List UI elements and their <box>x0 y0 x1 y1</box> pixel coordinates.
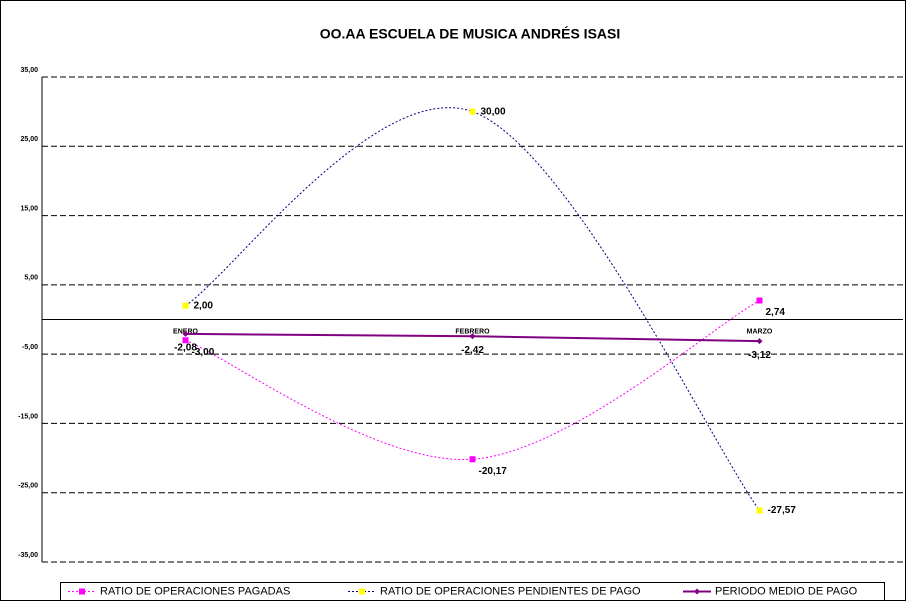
marker <box>469 108 476 115</box>
data-label: 30,00 <box>481 106 506 117</box>
marker <box>182 302 189 309</box>
legend-marker <box>359 588 365 595</box>
x-tick-label: FEBRERO <box>455 328 490 335</box>
data-label: -20,17 <box>479 466 508 477</box>
y-tick-label: -25,00 <box>18 483 38 490</box>
marker <box>756 338 763 345</box>
marker <box>756 297 763 304</box>
chart-title: OO.AA ESCUELA DE MUSICA ANDRÉS ISASI <box>320 26 621 42</box>
marker <box>469 456 476 463</box>
series-line <box>185 300 760 460</box>
legend-label: RATIO DE OPERACIONES PENDIENTES DE PAGO <box>380 585 641 597</box>
data-label: -27,57 <box>768 505 797 516</box>
legend-marker <box>694 588 700 595</box>
marker <box>756 507 763 514</box>
legend-label: RATIO DE OPERACIONES PAGADAS <box>100 585 290 597</box>
data-label: 2,00 <box>194 300 214 311</box>
y-tick-label: 35,00 <box>20 67 38 74</box>
marker <box>469 333 476 340</box>
x-tick-label: MARZO <box>747 328 773 335</box>
y-tick-label: -5,00 <box>22 344 38 351</box>
data-label: -3,12 <box>748 350 771 361</box>
y-tick-label: -35,00 <box>18 552 38 559</box>
y-tick-label: 25,00 <box>20 136 38 143</box>
y-tick-label: 15,00 <box>20 205 38 212</box>
legend-marker <box>79 588 85 595</box>
data-label: -3,00 <box>192 347 215 358</box>
y-tick-label: 5,00 <box>24 275 38 282</box>
marker <box>182 337 189 344</box>
legend-label: PERIODO MEDIO DE PAGO <box>715 585 858 597</box>
y-tick-label: -15,00 <box>18 413 38 420</box>
marker <box>182 330 189 337</box>
data-label: -2,08 <box>174 343 197 354</box>
data-label: 2,74 <box>766 307 786 318</box>
data-label: -2,42 <box>461 345 484 356</box>
